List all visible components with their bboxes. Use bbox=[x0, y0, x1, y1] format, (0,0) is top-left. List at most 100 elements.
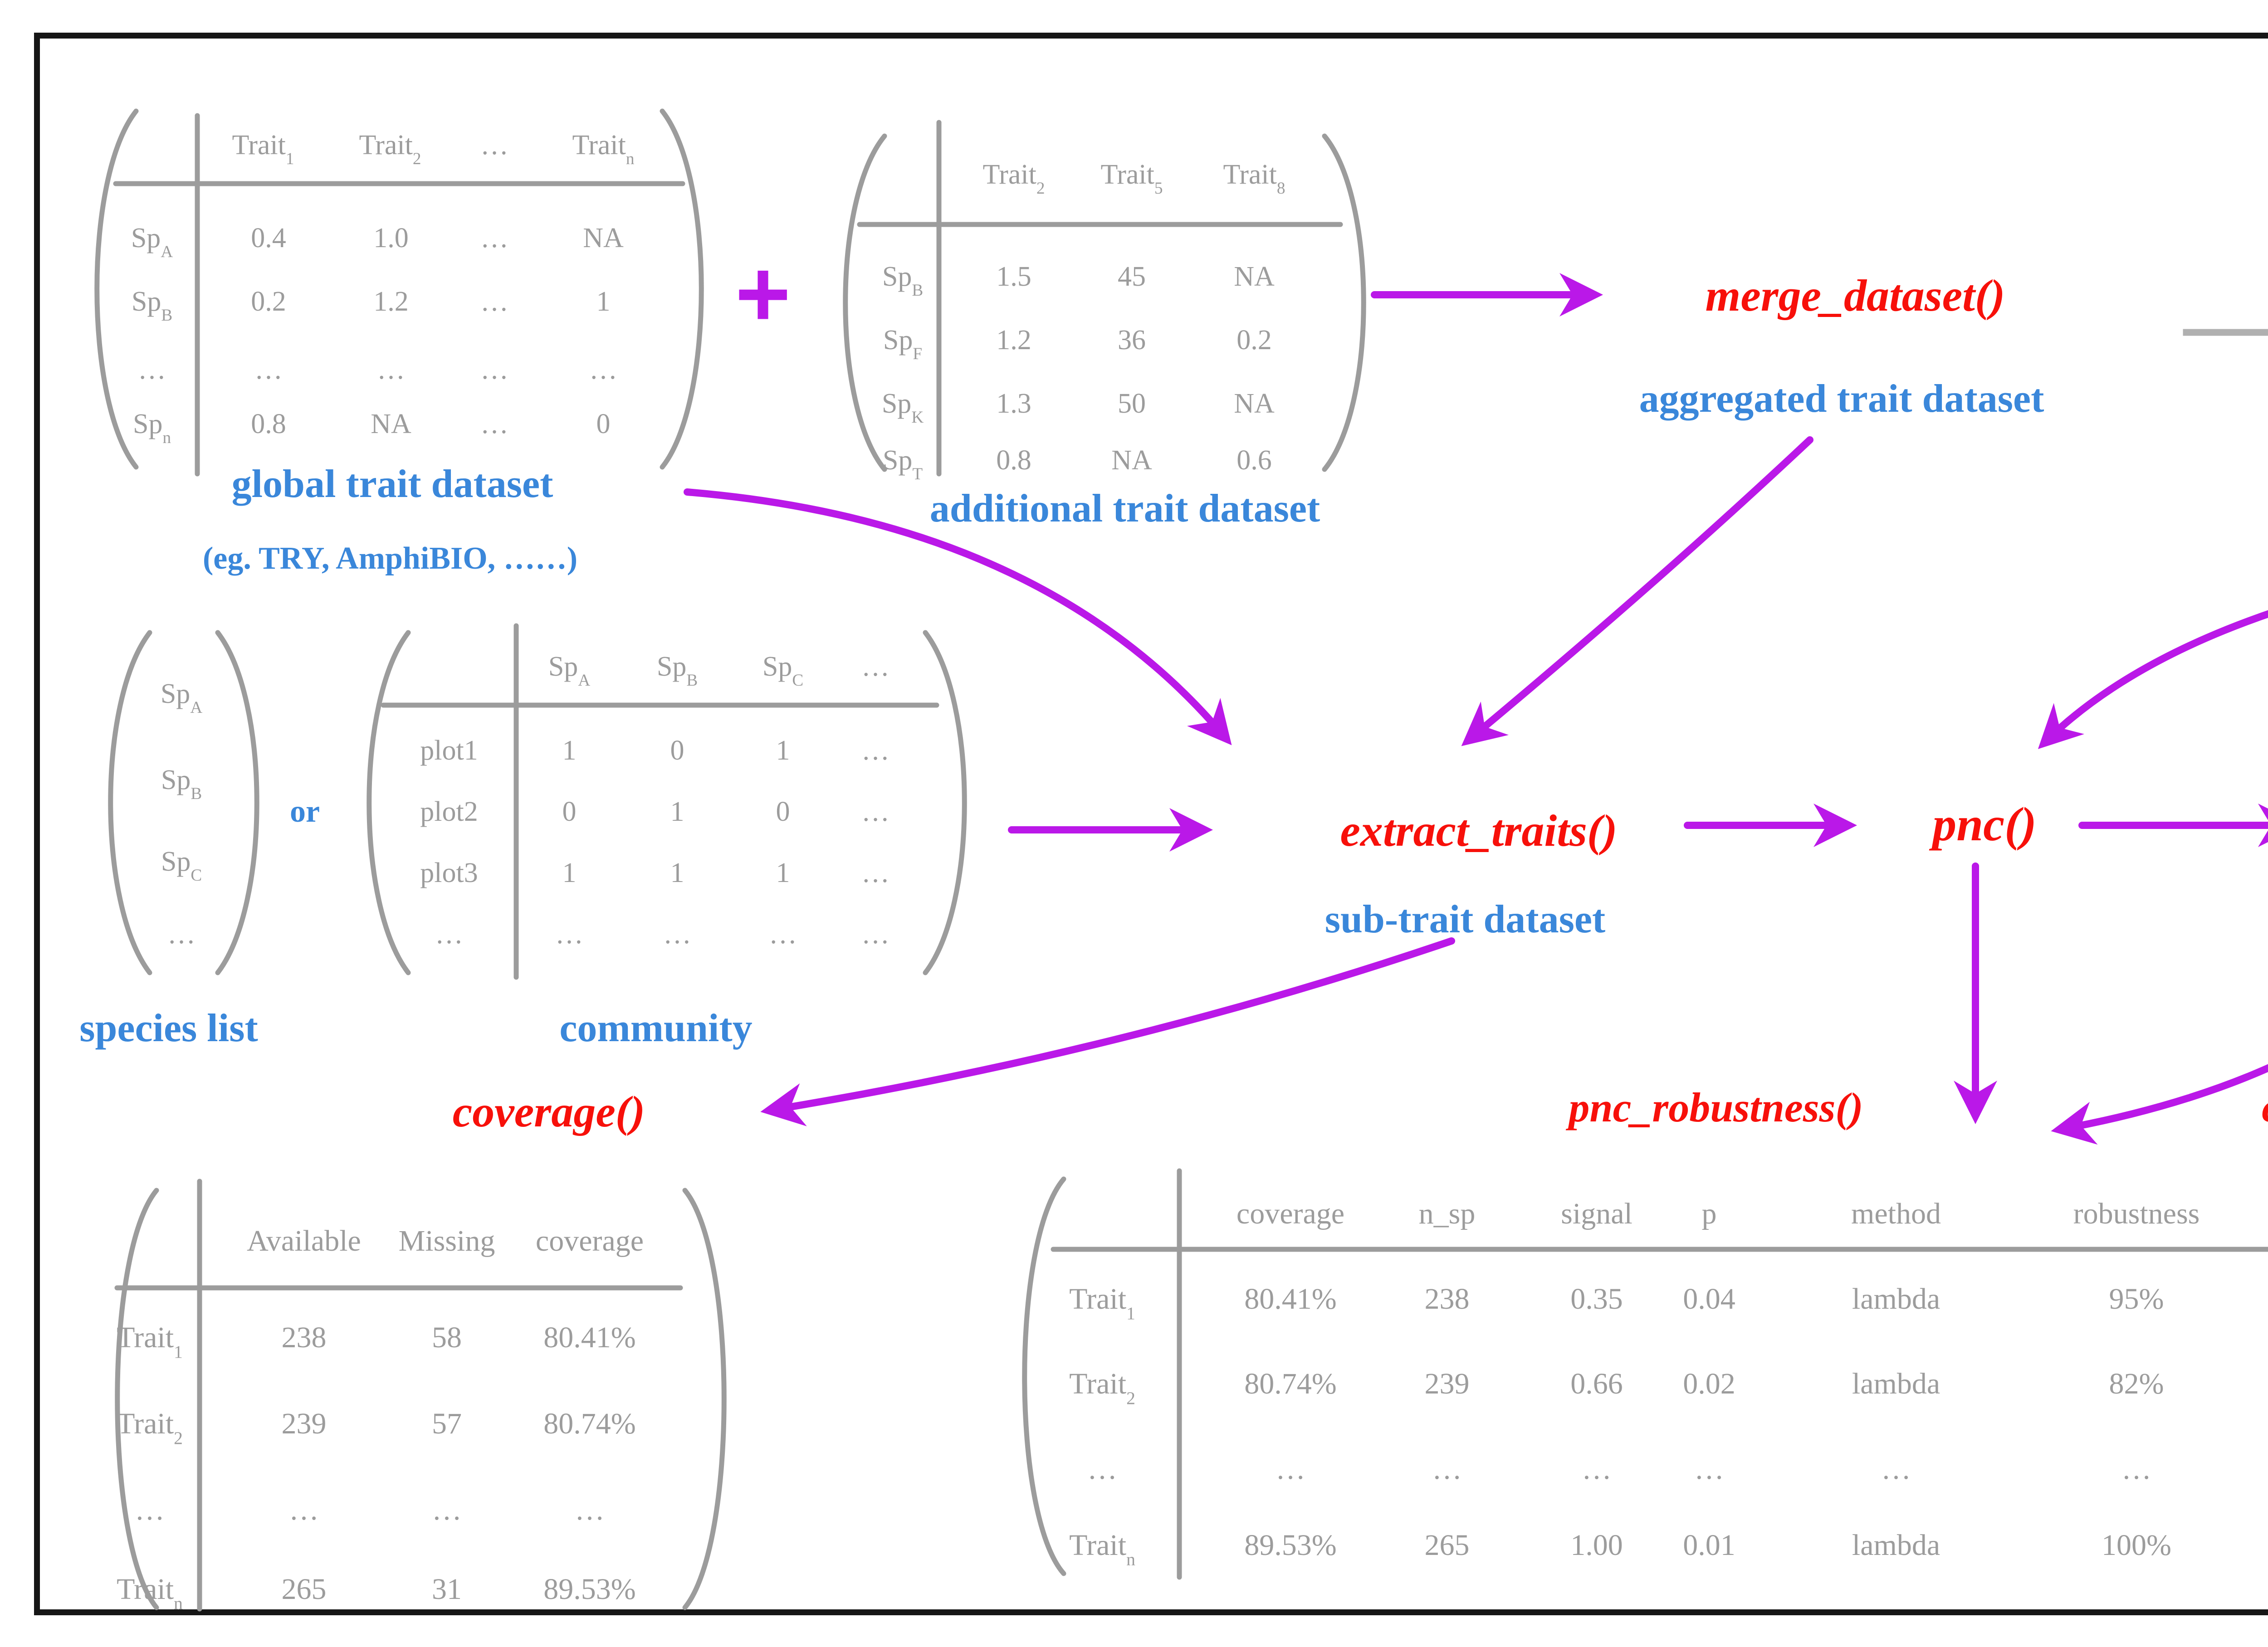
function-compnc-robustness: compnc_robustness() bbox=[2262, 1087, 2268, 1128]
plus-icon: + bbox=[735, 240, 791, 347]
cell: … bbox=[1582, 1452, 1612, 1486]
cell: 80.74% bbox=[1244, 1367, 1337, 1400]
phylogenetic-tree-icon bbox=[2183, 329, 2268, 336]
label-sub-trait-dataset: sub-trait dataset bbox=[1325, 897, 1606, 941]
label-community: community bbox=[559, 1006, 753, 1050]
cell: 1.2 bbox=[373, 286, 409, 317]
cell: 0.35 bbox=[1570, 1282, 1623, 1316]
row-label: plot2 bbox=[420, 796, 478, 827]
cell: … bbox=[769, 919, 797, 950]
row-label: SpK bbox=[881, 388, 924, 427]
cell: … bbox=[289, 1493, 319, 1526]
row-label: … bbox=[138, 354, 166, 385]
cell: … bbox=[861, 796, 890, 827]
cell: 95% bbox=[2109, 1282, 2164, 1316]
cell: 80.74% bbox=[543, 1407, 636, 1440]
function-pnc: pnc() bbox=[1932, 798, 2037, 851]
cell: lambda bbox=[1852, 1529, 1941, 1562]
cell: 89.53% bbox=[1244, 1529, 1337, 1562]
cell: 1 bbox=[596, 286, 611, 317]
cell: … bbox=[377, 354, 405, 385]
cell: 0.66 bbox=[1570, 1367, 1623, 1400]
cell: 238 bbox=[281, 1321, 327, 1354]
col-header: … bbox=[480, 130, 508, 161]
cell: 0.2 bbox=[1237, 325, 1272, 356]
cell: … bbox=[861, 735, 890, 766]
col-header: … bbox=[861, 651, 890, 682]
cell: 0.2 bbox=[251, 286, 286, 317]
cell: 0.01 bbox=[1683, 1529, 1735, 1562]
label-aggregated-trait-dataset: aggregated trait dataset bbox=[1639, 377, 2044, 421]
col-header: Trait5 bbox=[1100, 159, 1163, 198]
col-header: SpB bbox=[656, 651, 698, 690]
cell: NA bbox=[1234, 388, 1275, 419]
cell: 238 bbox=[1424, 1282, 1470, 1316]
cell: 0 bbox=[596, 409, 611, 439]
row-label: Spn bbox=[132, 409, 171, 447]
cell: … bbox=[589, 354, 617, 385]
arrow-subtrait-to-coverage-icon bbox=[760, 937, 1455, 1126]
col-header: SpC bbox=[762, 651, 804, 690]
function-pnc-robustness: pnc_robustness() bbox=[1569, 1084, 1863, 1130]
arrow-global-to-extract-icon bbox=[684, 488, 1232, 746]
row-label: Trait2 bbox=[117, 1407, 183, 1448]
cell: … bbox=[1276, 1452, 1305, 1486]
row-label: SpB bbox=[131, 286, 173, 325]
cell: … bbox=[480, 223, 508, 253]
row-label: Traitn bbox=[117, 1573, 183, 1613]
cell: 31 bbox=[432, 1573, 462, 1606]
cell: … bbox=[555, 919, 583, 950]
cell: 0.02 bbox=[1683, 1367, 1735, 1400]
cell: 0 bbox=[776, 796, 790, 827]
cell: 1.5 bbox=[996, 261, 1031, 292]
cell: 1.3 bbox=[996, 388, 1031, 419]
cell: 57 bbox=[432, 1407, 462, 1440]
label-species-list: species list bbox=[79, 1006, 258, 1050]
label-global-trait-dataset: global trait dataset bbox=[231, 462, 553, 506]
cell: … bbox=[861, 919, 890, 950]
cell: 1 bbox=[670, 796, 684, 827]
col-header: Trait8 bbox=[1223, 159, 1286, 198]
cell: lambda bbox=[1852, 1282, 1941, 1316]
cell: lambda bbox=[1852, 1367, 1941, 1400]
cell: 1.00 bbox=[1570, 1529, 1623, 1562]
row-label: plot1 bbox=[420, 735, 478, 766]
cell: 265 bbox=[1424, 1529, 1470, 1562]
cell: … bbox=[1432, 1452, 1462, 1486]
col-header: Missing bbox=[398, 1224, 495, 1257]
cell: 1 bbox=[776, 858, 790, 888]
cell: … bbox=[432, 1493, 462, 1526]
col-header: Traitn bbox=[572, 130, 635, 168]
cell: … bbox=[254, 354, 283, 385]
col-header: robustness bbox=[2073, 1197, 2200, 1230]
cell: 0.6 bbox=[1237, 445, 1272, 476]
cell: 0 bbox=[670, 735, 684, 766]
cell: … bbox=[1881, 1452, 1911, 1486]
function-merge-dataset: merge_dataset() bbox=[1705, 270, 2005, 321]
cell: 1 bbox=[670, 858, 684, 888]
row-label: SpA bbox=[131, 223, 173, 261]
cell: 239 bbox=[281, 1407, 327, 1440]
matrix-brackets bbox=[94, 108, 2268, 1612]
label-or: or bbox=[289, 794, 320, 829]
row-label: plot3 bbox=[420, 858, 478, 888]
row-label: … bbox=[1087, 1452, 1117, 1486]
diagram-border bbox=[34, 33, 2268, 1615]
cell: 36 bbox=[1118, 325, 1146, 356]
col-header: coverage bbox=[535, 1224, 644, 1257]
cell: 0.04 bbox=[1683, 1282, 1735, 1316]
row-label: SpT bbox=[882, 445, 923, 483]
row-label: SpF bbox=[883, 325, 923, 363]
arrow-aggregated-to-extract-icon bbox=[1461, 436, 1813, 746]
list-item: SpA bbox=[160, 678, 203, 717]
list-item: SpC bbox=[161, 846, 202, 885]
cell: NA bbox=[1111, 445, 1152, 476]
cell: NA bbox=[371, 409, 411, 439]
cell: 0.4 bbox=[251, 223, 286, 253]
cell: 1 bbox=[562, 735, 577, 766]
function-extract-traits: extract_traits() bbox=[1340, 805, 1618, 856]
cell: NA bbox=[583, 223, 624, 253]
row-label: SpB bbox=[882, 261, 924, 300]
